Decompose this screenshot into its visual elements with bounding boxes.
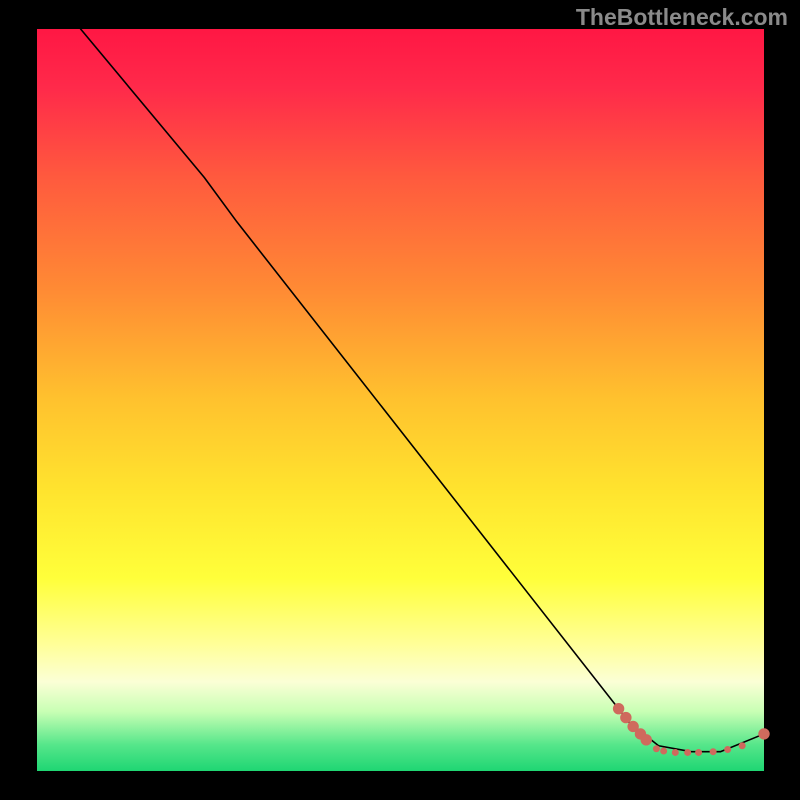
marker-point (710, 749, 716, 755)
marker-point (613, 703, 623, 713)
chart-svg (0, 0, 800, 800)
marker-point (653, 746, 659, 752)
marker-point (621, 712, 631, 722)
marker-point (759, 729, 769, 739)
marker-point (725, 746, 731, 752)
marker-point (641, 735, 651, 745)
marker-point (696, 749, 702, 755)
chart-container: TheBottleneck.com (0, 0, 800, 800)
marker-point (672, 749, 678, 755)
marker-point (685, 749, 691, 755)
gradient-background (37, 29, 764, 771)
marker-point (661, 748, 667, 754)
marker-point (739, 743, 745, 749)
watermark-text: TheBottleneck.com (576, 4, 788, 31)
